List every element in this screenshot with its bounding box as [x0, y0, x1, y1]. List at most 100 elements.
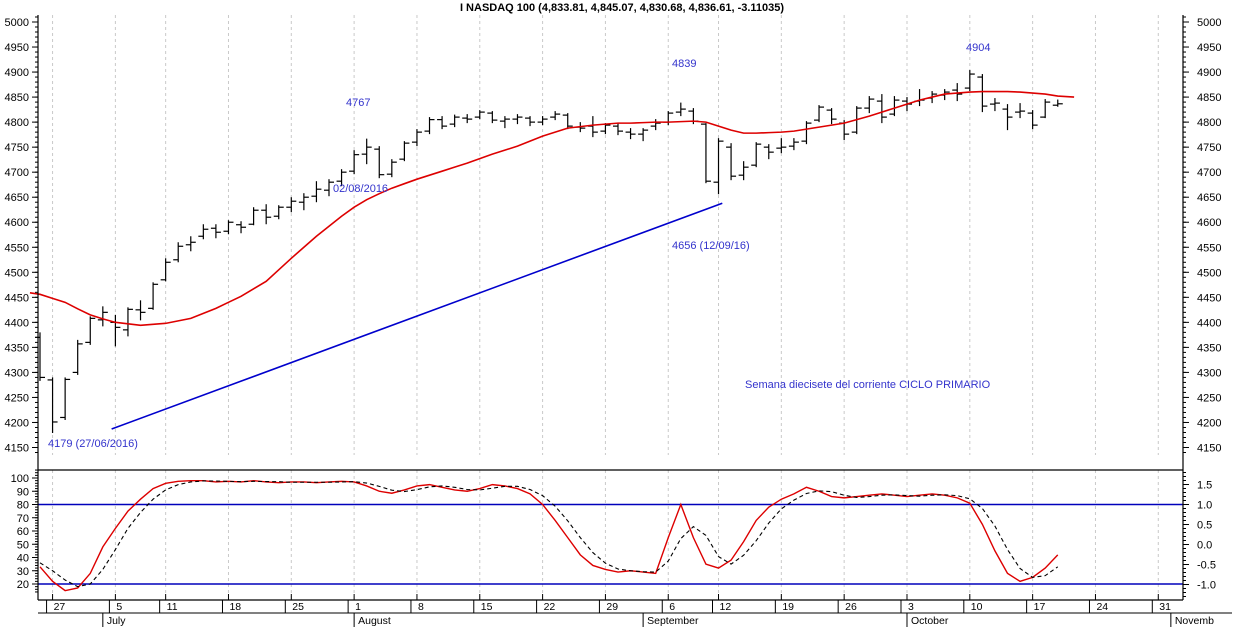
price-tick-label: 4400 [1197, 317, 1221, 329]
ohlc-bar [223, 220, 234, 235]
oscillator-tick-label: 60 [17, 526, 29, 538]
price-tick-label: 4750 [5, 142, 29, 154]
ohlc-bar [550, 111, 561, 121]
ohlc-bar [650, 119, 661, 131]
month-label: September [647, 615, 699, 627]
price-tick-label: 4800 [5, 117, 29, 129]
oscillator-tick-label: 1.0 [1197, 500, 1212, 512]
oscillator-tick-label: 30 [17, 566, 29, 578]
ohlc-bar [198, 224, 209, 240]
week-tick-label: 1 [355, 601, 361, 613]
annotation-label: 02/08/2016 [333, 183, 388, 195]
price-tick-label: 5000 [5, 17, 29, 29]
ohlc-bar [248, 207, 259, 226]
ohlc-bar [236, 221, 247, 234]
ohlc-bar [273, 205, 284, 220]
ohlc-bar [474, 110, 485, 120]
ohlc-bar [562, 113, 573, 130]
ohlc-bar [788, 138, 799, 151]
ohlc-bar [122, 307, 133, 337]
week-tick-label: 11 [167, 601, 178, 613]
ohlc-bar [713, 138, 724, 195]
annotation-label: 4179 (27/06/2016) [48, 438, 138, 450]
oscillator-tick-label: 1.5 [1197, 480, 1212, 492]
ohlc-bar [763, 144, 774, 160]
week-tick-label: 27 [54, 601, 66, 613]
ohlc-bar [1002, 104, 1013, 131]
week-tick-label: 10 [971, 601, 983, 613]
ohlc-bar [512, 114, 523, 125]
ohlc-bar [1015, 103, 1026, 119]
annotation-label: 4904 [966, 42, 990, 54]
oscillator-tick-label: 80 [17, 500, 29, 512]
price-tick-label: 4700 [5, 167, 29, 179]
price-tick-label: 4850 [5, 92, 29, 104]
month-label: July [107, 615, 126, 627]
ohlc-bar [1052, 99, 1063, 107]
ohlc-bar [726, 143, 737, 181]
main-panel-canvas[interactable] [38, 15, 1183, 455]
oscillator-tick-label: -0.5 [1197, 560, 1216, 572]
ohlc-bar [286, 197, 297, 213]
month-label: August [358, 615, 391, 627]
ohlc-bar [1040, 99, 1051, 119]
annotation-label: 4656 (12/09/16) [672, 240, 750, 252]
price-tick-label: 4850 [1197, 92, 1221, 104]
week-tick-label: 29 [606, 601, 618, 613]
ohlc-bar [374, 146, 385, 179]
ohlc-bar [47, 377, 58, 433]
trendline [111, 202, 723, 430]
ohlc-bar [411, 129, 422, 147]
annotations-layer: 4767 02/08/2016 4839 4904 4656 (12/09/16) 417… [48, 42, 991, 450]
oscillator-panel-canvas[interactable] [38, 470, 1183, 600]
price-tick-label: 4550 [1197, 242, 1221, 254]
week-tick-label: 22 [544, 601, 556, 613]
week-tick-label: 31 [1159, 601, 1171, 613]
price-tick-label: 4750 [1197, 142, 1221, 154]
oscillator-d-line [39, 480, 1059, 588]
price-tick-label: 4550 [5, 242, 29, 254]
ohlc-bar [612, 123, 623, 136]
price-tick-label: 4200 [5, 417, 29, 429]
oscillator-tick-label: -1.0 [1197, 580, 1216, 592]
ohlc-bar [72, 339, 83, 375]
annotation-label: 4767 [346, 97, 370, 109]
ohlc-bar [323, 179, 334, 197]
oscillator-tick-label: 100 [11, 473, 29, 485]
ohlc-bar [160, 258, 171, 282]
price-tick-label: 4950 [1197, 42, 1221, 54]
week-tick-label: 5 [116, 601, 122, 613]
week-tick-label: 8 [418, 601, 424, 613]
month-label: Novemb [1175, 615, 1214, 627]
ohlc-bar [977, 74, 988, 113]
week-tick-label: 25 [292, 601, 304, 613]
price-tick-label: 4900 [1197, 67, 1221, 79]
ohlc-bar [97, 306, 108, 327]
ohlc-bar [738, 161, 749, 181]
ohlc-bar [889, 96, 900, 117]
week-tick-label: 19 [782, 601, 794, 613]
week-tick-label: 17 [1034, 601, 1046, 613]
price-tick-label: 4700 [1197, 167, 1221, 179]
ohlc-bar [1027, 110, 1038, 130]
price-tick-label: 4350 [5, 342, 29, 354]
price-tick-label: 4650 [5, 192, 29, 204]
oscillator-tick-label: 90 [17, 486, 29, 498]
ohlc-bar [462, 114, 473, 124]
chart-title: I NASDAQ 100 (4,833.81, 4,845.07, 4,830.… [459, 2, 785, 14]
ohlc-bar [625, 128, 636, 140]
price-tick-label: 4450 [5, 292, 29, 304]
ohlc-bar [525, 116, 536, 127]
ohlc-bar [952, 83, 963, 102]
price-tick-label: 4500 [5, 267, 29, 279]
ohlc-bar [499, 116, 510, 129]
ohlc-bar [298, 193, 309, 211]
ohlc-bar [700, 123, 711, 184]
ohlc-bar [261, 204, 272, 225]
price-tick-label: 4600 [5, 217, 29, 229]
price-tick-label: 4350 [1197, 342, 1221, 354]
price-tick-label: 4300 [5, 367, 29, 379]
price-tick-label: 4150 [5, 443, 29, 455]
